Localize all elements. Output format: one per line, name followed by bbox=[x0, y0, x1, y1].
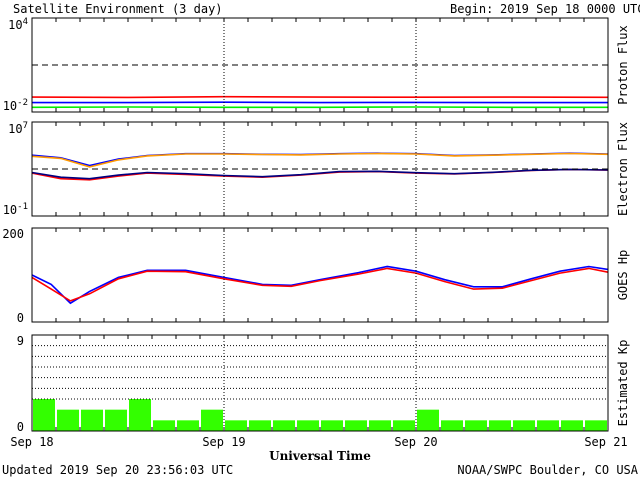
y-tick-label: 9 bbox=[17, 334, 24, 348]
y-tick-label: 10-1 bbox=[3, 202, 28, 217]
y-tick-exponent: -2 bbox=[17, 98, 28, 108]
kp-bar bbox=[129, 399, 151, 431]
begin-value: 2019 Sep 18 0000 UTC bbox=[500, 2, 640, 16]
kp-bar bbox=[273, 420, 295, 431]
x-tick-label: Sep 19 bbox=[202, 435, 245, 449]
kp-bar bbox=[537, 420, 559, 431]
y-tick-exponent: -1 bbox=[17, 202, 28, 212]
series-line bbox=[31, 95, 609, 99]
y-tick-exponent: 7 bbox=[23, 121, 28, 131]
kp-bar bbox=[321, 420, 343, 431]
y-tick-exponent: 4 bbox=[23, 17, 28, 27]
y-tick-label: 200 bbox=[2, 227, 24, 241]
x-axis-label: Universal Time bbox=[269, 449, 371, 463]
y-axis-label: Proton Flux bbox=[616, 25, 630, 104]
kp-bar bbox=[225, 420, 247, 431]
kp-bar bbox=[153, 420, 175, 431]
y-axis-label: Estimated Kp bbox=[616, 340, 630, 427]
kp-bar bbox=[585, 420, 607, 431]
y-tick-label: 107 bbox=[8, 121, 28, 136]
y-tick-base: 10 bbox=[8, 18, 22, 32]
y-tick-label: 104 bbox=[8, 17, 28, 32]
kp-bar bbox=[561, 420, 583, 431]
begin-label: Begin: bbox=[450, 2, 493, 16]
x-tick-label: Sep 20 bbox=[394, 435, 437, 449]
kp-bar bbox=[345, 420, 367, 431]
kp-bar bbox=[57, 409, 79, 431]
kp-bar bbox=[465, 420, 487, 431]
panel-frame bbox=[31, 121, 609, 217]
kp-bar bbox=[105, 409, 127, 431]
x-tick-label: Sep 21 bbox=[584, 435, 627, 449]
y-tick-base: 10 bbox=[3, 99, 17, 113]
credit-text: NOAA/SWPC Boulder, CO USA bbox=[457, 463, 638, 477]
panel-3: 0 200 GOES Hp bbox=[2, 227, 630, 325]
chart-title: Satellite Environment (3 day) bbox=[13, 2, 223, 16]
panel-4: 0 9 Estimated Kp bbox=[17, 334, 630, 434]
kp-bar bbox=[33, 399, 55, 431]
x-tick-label: Sep 18 bbox=[10, 435, 53, 449]
panel-frame bbox=[31, 227, 609, 323]
y-axis-label: Electron Flux bbox=[616, 122, 630, 216]
y-tick-base: 10 bbox=[3, 203, 17, 217]
x-axis: Sep 18 Sep 19 Sep 20 Sep 21 bbox=[10, 435, 627, 449]
series-line bbox=[31, 152, 609, 168]
kp-bar bbox=[513, 420, 535, 431]
y-axis-label: GOES Hp bbox=[616, 250, 630, 301]
series-line bbox=[31, 267, 609, 302]
y-tick-label: 0 bbox=[17, 420, 24, 434]
y-tick-label: 0 bbox=[17, 311, 24, 325]
kp-bar bbox=[297, 420, 319, 431]
kp-bar bbox=[489, 420, 511, 431]
updated-timestamp: Updated 2019 Sep 20 23:56:03 UTC bbox=[2, 463, 233, 477]
kp-bar bbox=[393, 420, 415, 431]
y-tick-label: 10-2 bbox=[3, 98, 28, 113]
y-tick-base: 10 bbox=[8, 122, 22, 136]
kp-bar bbox=[177, 420, 199, 431]
kp-bar bbox=[441, 420, 463, 431]
kp-bar bbox=[417, 409, 439, 431]
kp-bar bbox=[369, 420, 391, 431]
kp-bar bbox=[249, 420, 271, 431]
kp-bar bbox=[81, 409, 103, 431]
kp-bar bbox=[201, 409, 223, 431]
series-line bbox=[31, 168, 609, 180]
series-line bbox=[31, 265, 609, 305]
